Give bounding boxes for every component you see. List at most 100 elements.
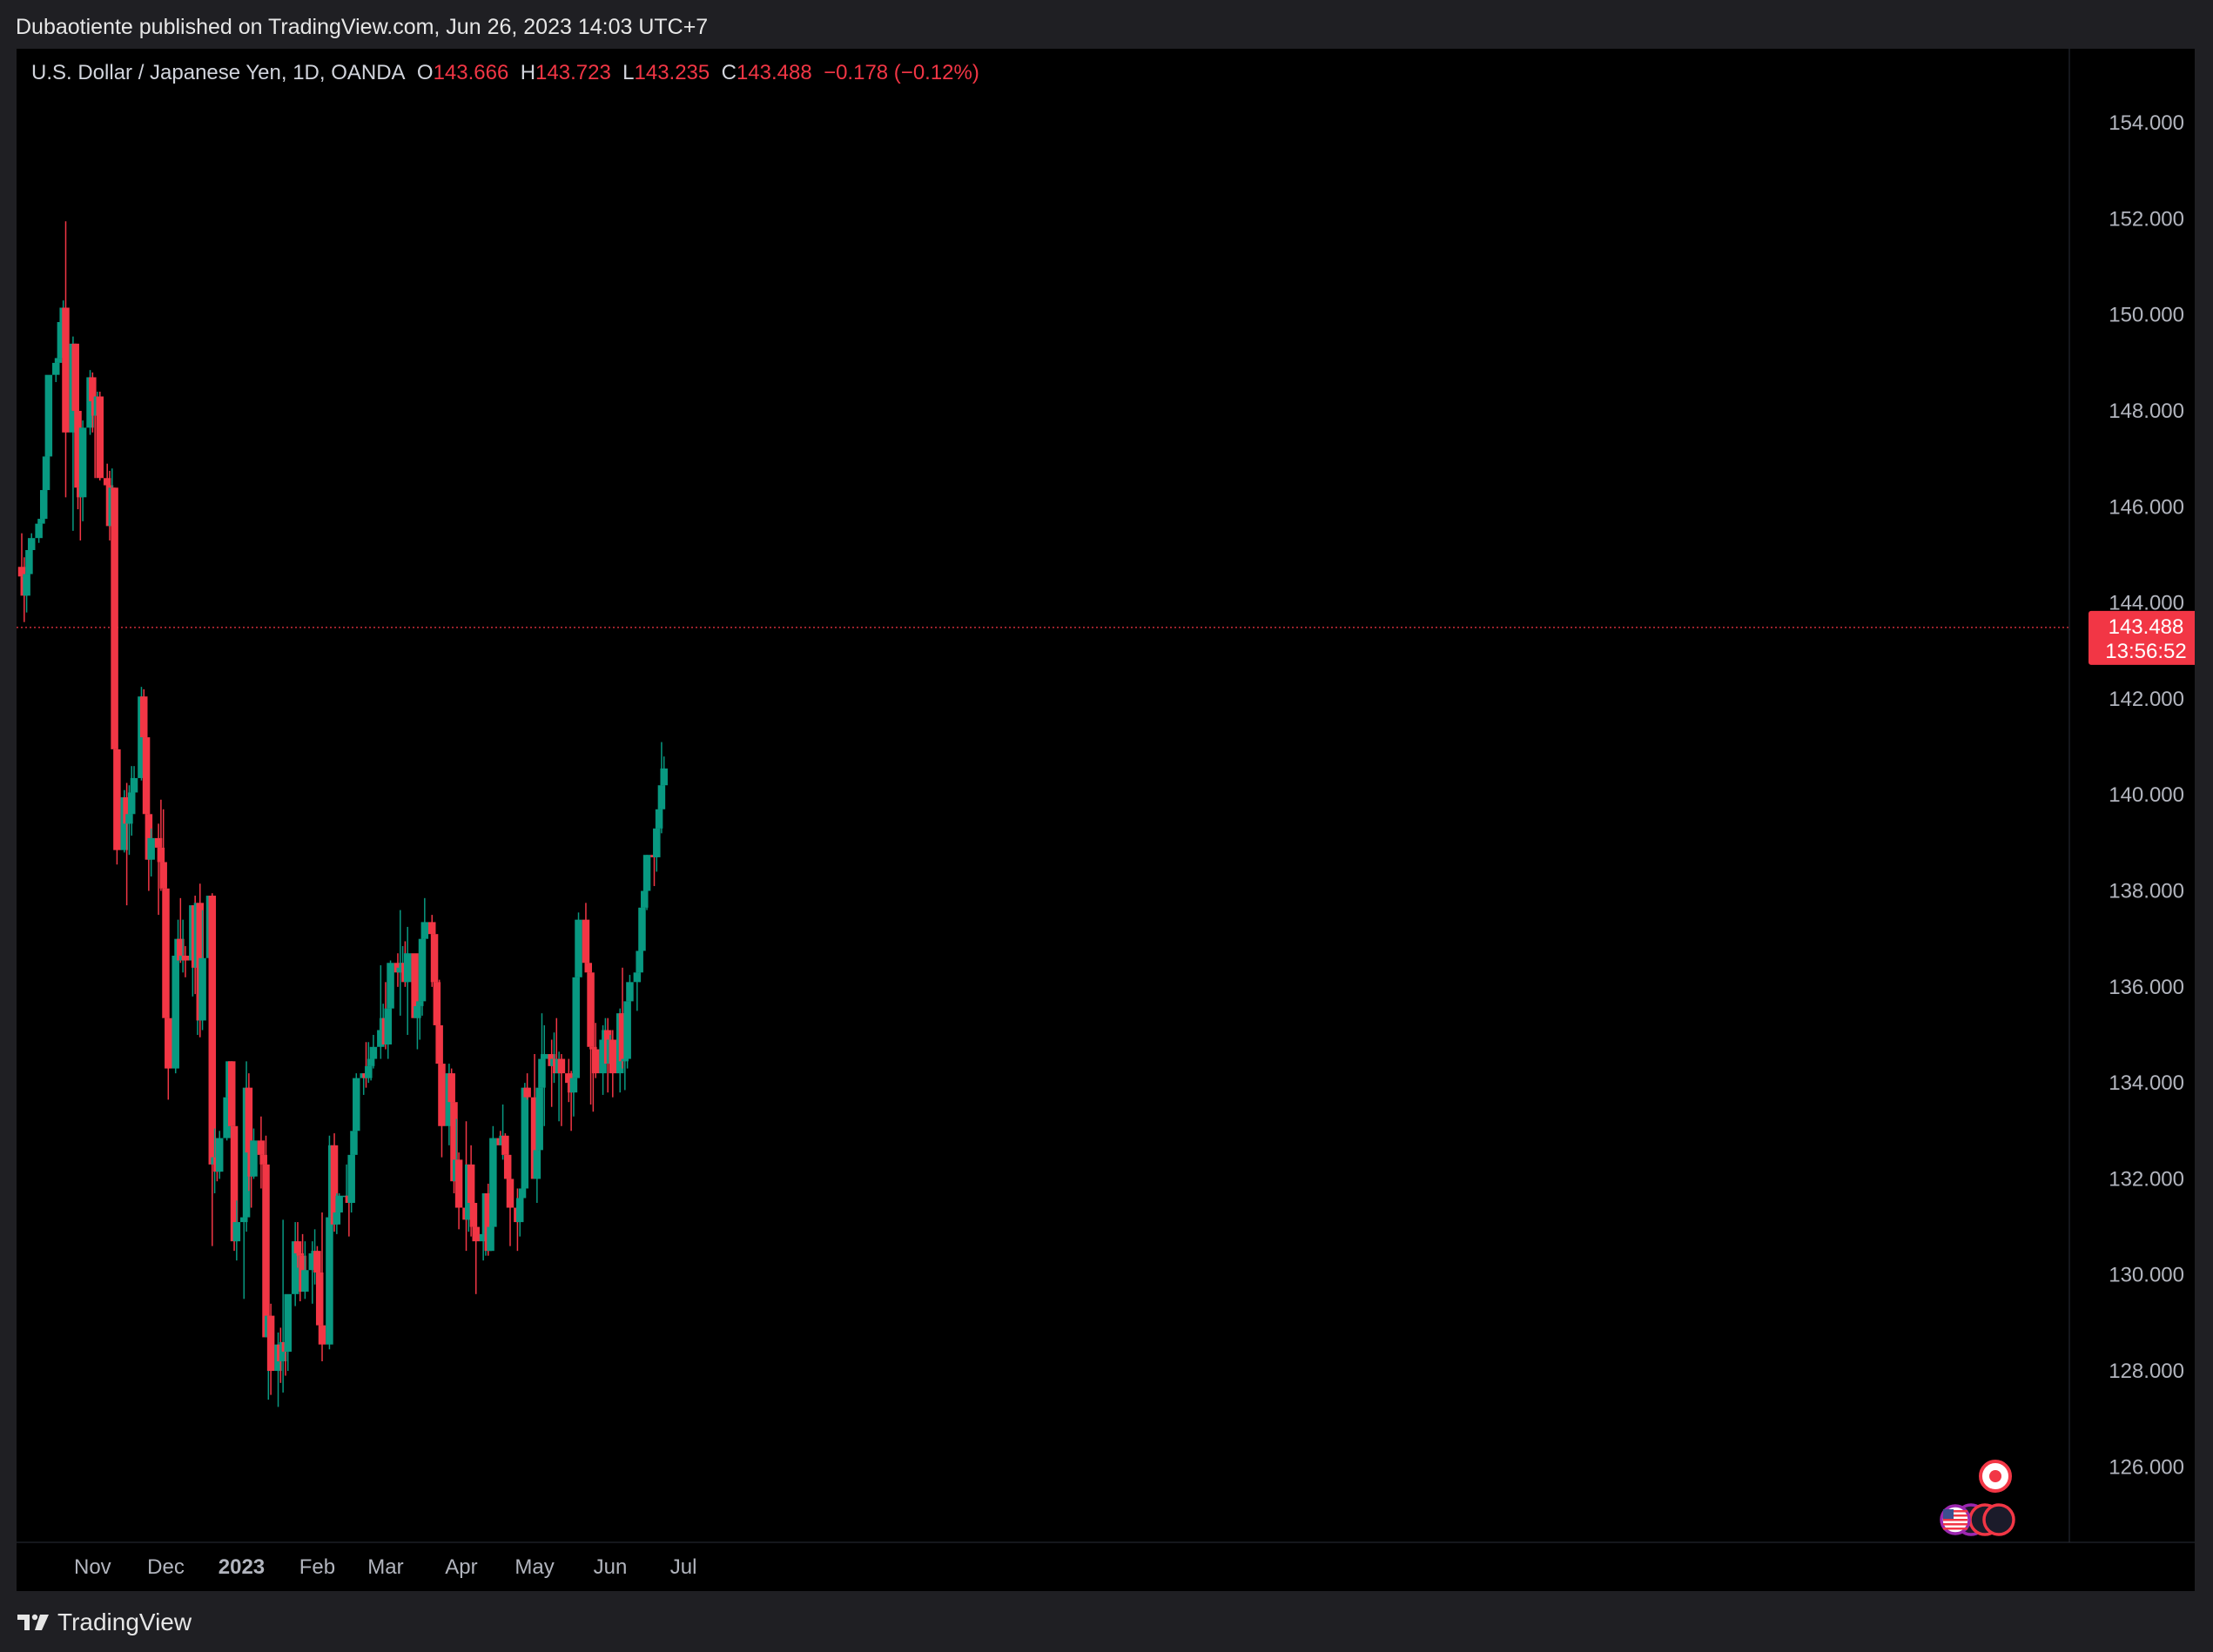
candle-body[interactable]: [35, 523, 43, 539]
candle-body[interactable]: [242, 1087, 251, 1218]
candle-body[interactable]: [62, 307, 70, 433]
candle-body[interactable]: [291, 1241, 299, 1294]
candle-body[interactable]: [420, 922, 429, 939]
candle-body[interactable]: [42, 456, 50, 491]
candle-body[interactable]: [618, 1013, 627, 1062]
tradingview-logo-icon[interactable]: [16, 1612, 50, 1633]
candle-body[interactable]: [89, 377, 97, 402]
candle-body[interactable]: [227, 1061, 236, 1126]
candle-body[interactable]: [57, 322, 65, 359]
candle-body[interactable]: [140, 696, 148, 738]
candle-body[interactable]: [71, 343, 79, 412]
candle-body[interactable]: [367, 1058, 375, 1066]
candle-body[interactable]: [350, 1131, 358, 1155]
candle-body[interactable]: [172, 955, 179, 1069]
candle-body[interactable]: [113, 749, 121, 850]
candle-body[interactable]: [447, 1073, 455, 1103]
candle-body[interactable]: [621, 1058, 629, 1062]
candle-body[interactable]: [315, 1272, 324, 1326]
candle-body[interactable]: [418, 938, 427, 1002]
candle-body[interactable]: [415, 1001, 424, 1006]
candle-body[interactable]: [198, 957, 206, 1021]
candle-body[interactable]: [177, 938, 185, 961]
candle-body[interactable]: [427, 922, 436, 935]
candle-body[interactable]: [533, 1150, 541, 1179]
candle-body[interactable]: [333, 1212, 341, 1225]
candle-body[interactable]: [257, 1140, 266, 1155]
candle-body[interactable]: [347, 1154, 355, 1204]
footer-brand[interactable]: TradingView: [57, 1608, 192, 1635]
candle-body[interactable]: [165, 1017, 172, 1069]
candle-body[interactable]: [330, 1145, 339, 1225]
candle-body[interactable]: [23, 574, 30, 596]
candle-body[interactable]: [530, 1097, 539, 1179]
candle-body[interactable]: [535, 1087, 543, 1151]
candle-body[interactable]: [387, 963, 394, 1009]
candle-body[interactable]: [25, 549, 33, 574]
candle-body[interactable]: [599, 1039, 607, 1074]
candle-body[interactable]: [501, 1135, 509, 1155]
candle-body[interactable]: [223, 1097, 231, 1138]
candle-body[interactable]: [74, 411, 82, 488]
candle-body[interactable]: [215, 1138, 224, 1172]
candle-body[interactable]: [538, 1058, 546, 1088]
candle-body[interactable]: [365, 1065, 373, 1078]
candle-body[interactable]: [318, 1325, 326, 1345]
candle-body[interactable]: [655, 809, 663, 829]
candle-body[interactable]: [450, 1102, 458, 1182]
candle-body[interactable]: [636, 950, 643, 973]
candle-body[interactable]: [308, 1252, 317, 1271]
candle-body[interactable]: [638, 907, 646, 951]
candle-body[interactable]: [433, 982, 441, 1025]
candle-body[interactable]: [111, 487, 118, 749]
candle-body[interactable]: [523, 1087, 531, 1098]
candle-body[interactable]: [384, 1008, 393, 1045]
candle-body[interactable]: [633, 972, 642, 983]
candle-body[interactable]: [142, 737, 151, 815]
candle-body[interactable]: [52, 362, 60, 375]
candle-body[interactable]: [284, 1293, 292, 1352]
candle-body[interactable]: [245, 1087, 253, 1153]
candle-body[interactable]: [489, 1138, 497, 1227]
candle-body[interactable]: [266, 1315, 275, 1372]
candle-body[interactable]: [159, 862, 167, 889]
candle-body[interactable]: [469, 1203, 478, 1227]
candle-body[interactable]: [145, 814, 153, 860]
candle-body[interactable]: [569, 1078, 578, 1093]
candlestick-chart[interactable]: 154.000152.000150.000148.000146.000144.0…: [17, 49, 2195, 1591]
candle-body[interactable]: [414, 1005, 421, 1018]
candle-body[interactable]: [44, 374, 53, 457]
candle-body[interactable]: [240, 1217, 248, 1223]
candle-body[interactable]: [641, 890, 649, 908]
candle-body[interactable]: [326, 1217, 333, 1345]
candle-body[interactable]: [403, 953, 412, 983]
candle-body[interactable]: [521, 1087, 529, 1189]
candle-body[interactable]: [335, 1195, 343, 1213]
candle-body[interactable]: [377, 1030, 385, 1047]
candle-body[interactable]: [503, 1154, 512, 1179]
candle-body[interactable]: [557, 1058, 566, 1074]
candle-body[interactable]: [575, 919, 582, 977]
candle-body[interactable]: [484, 1192, 493, 1252]
candle-body[interactable]: [262, 1164, 270, 1338]
candle-body[interactable]: [17, 567, 26, 577]
candle-body[interactable]: [125, 814, 133, 824]
candle-body[interactable]: [296, 1252, 305, 1256]
candle-body[interactable]: [541, 1054, 548, 1059]
candle-body[interactable]: [250, 1140, 258, 1177]
candle-body[interactable]: [162, 888, 170, 1018]
candle-body[interactable]: [96, 396, 104, 479]
candle-body[interactable]: [653, 828, 661, 857]
candle-body[interactable]: [506, 1179, 515, 1208]
candle-body[interactable]: [230, 1125, 239, 1242]
candle-body[interactable]: [103, 478, 111, 486]
candle-body[interactable]: [609, 1039, 617, 1074]
candle-body[interactable]: [301, 1270, 309, 1293]
candle-body[interactable]: [582, 919, 590, 964]
candle-body[interactable]: [54, 358, 63, 363]
candle-body[interactable]: [127, 792, 136, 815]
event-marker[interactable]: [1982, 1503, 2015, 1536]
candle-body[interactable]: [396, 967, 405, 973]
candle-body[interactable]: [313, 1251, 321, 1273]
candle-body[interactable]: [86, 377, 94, 428]
